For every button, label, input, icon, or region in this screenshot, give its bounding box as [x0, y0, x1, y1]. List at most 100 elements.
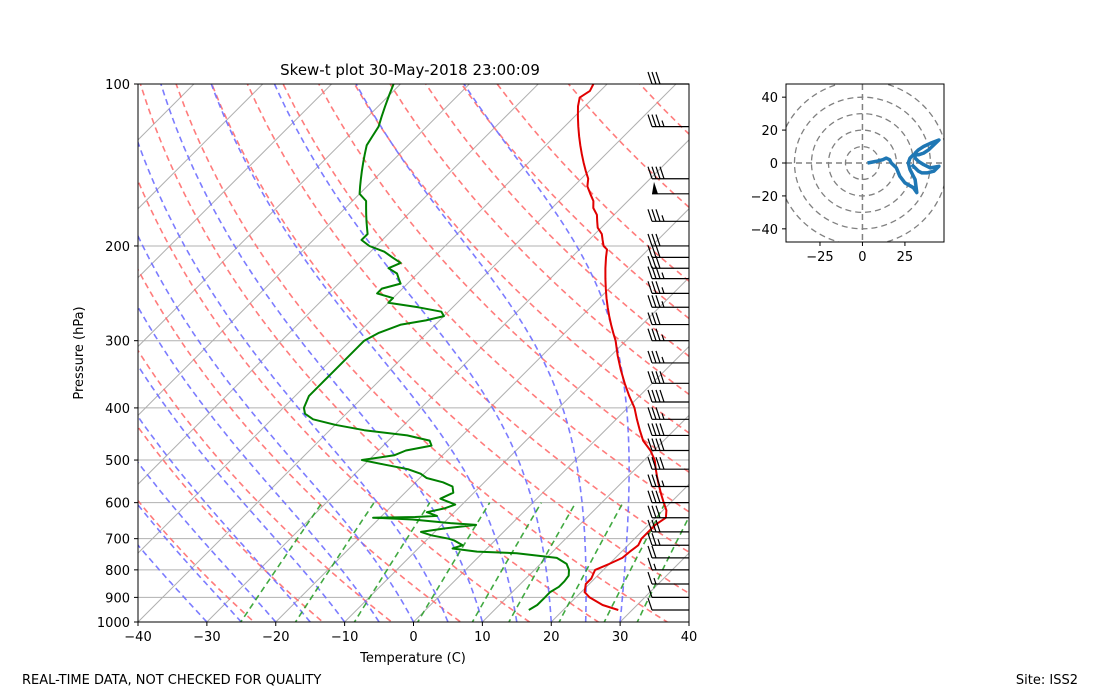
skewt-title: Skew-t plot 30-May-2018 23:00:09	[280, 61, 540, 79]
wind-barb-feather	[655, 457, 661, 470]
dewpoint-profile-line	[302, 84, 570, 611]
wind-barb-feather	[655, 245, 661, 258]
y-tick-label: 200	[105, 240, 130, 255]
y-tick-label: 800	[105, 564, 130, 579]
moist-adiabat	[355, 84, 587, 622]
wind-barb	[647, 519, 689, 533]
dry-adiabat	[246, 84, 689, 554]
wind-barb	[647, 312, 689, 326]
isotherm-line	[138, 84, 539, 485]
wind-barb	[647, 256, 689, 269]
isotherm-line	[138, 84, 333, 279]
hodograph: −25 0 25 −40 −20 0 20 40	[751, 83, 945, 265]
dry-adiabat	[496, 84, 689, 283]
wind-barb-feather	[651, 256, 657, 269]
wind-barb-half-feather	[653, 563, 657, 571]
wind-barb-feather	[647, 114, 653, 127]
isotherm-line	[138, 84, 677, 622]
dry-adiabat	[353, 84, 689, 434]
skewt-x-label: Temperature (C)	[359, 651, 466, 666]
wind-barb	[647, 505, 689, 519]
wind-barb-feather	[651, 209, 657, 222]
isotherm-line	[206, 139, 689, 622]
wind-barb-feather	[659, 166, 665, 179]
wind-barb-half-feather	[661, 215, 665, 222]
wind-barb-feather	[655, 114, 661, 127]
wind-barb-feather	[655, 295, 661, 308]
wind-barb-feather	[651, 166, 657, 179]
dry-adiabat	[282, 84, 689, 513]
wind-barb-feather	[647, 295, 653, 308]
wind-barb-feather	[651, 519, 657, 533]
temperature-profile-line	[576, 84, 668, 611]
wind-barb-feather	[659, 371, 665, 384]
mixing-ratio-line	[416, 502, 491, 622]
wind-barb-feather	[655, 474, 661, 487]
moist-adiabat	[138, 415, 311, 622]
wind-barb-pennant	[652, 181, 658, 194]
wind-barb-feather	[651, 389, 657, 403]
wind-barb-feather	[647, 209, 653, 222]
wind-barb-feather	[647, 281, 653, 294]
wind-barb-feather	[651, 114, 657, 127]
wind-barb-feather	[655, 423, 661, 436]
x-tick-label: −10	[331, 630, 358, 645]
wind-barb-feather	[647, 407, 653, 420]
mixing-ratio-line	[507, 502, 577, 622]
skewt-frame	[137, 83, 690, 623]
moist-adiabat	[210, 84, 518, 622]
wind-barb-feather	[659, 457, 665, 470]
wind-barbs	[647, 71, 689, 611]
isotherm-line	[138, 84, 402, 348]
dry-adiabat	[138, 349, 394, 622]
isotherm-line	[138, 84, 195, 141]
skewt-x-axis: −40 −30 −20 −10 0 10 20 30 40	[124, 622, 697, 645]
y-tick-label: 400	[105, 402, 130, 417]
wind-barb-feather	[655, 519, 661, 533]
isotherm-line	[688, 621, 689, 622]
hodo-x-tick-label: 25	[897, 250, 914, 265]
wind-barb	[647, 350, 689, 364]
dry-adiabat	[425, 84, 689, 358]
wind-barb-feather	[651, 312, 657, 325]
hodograph-trace	[867, 138, 941, 195]
x-tick-label: −30	[193, 630, 220, 645]
wind-barb-half-feather	[661, 301, 665, 308]
wind-barb-feather	[647, 328, 653, 341]
y-tick-label: 100	[105, 78, 130, 93]
wind-barb-feather	[655, 389, 661, 403]
wind-barb-feather	[647, 571, 653, 585]
wind-barb-feather	[651, 457, 657, 470]
wind-barb-feather	[647, 457, 653, 470]
wind-barb-feather	[655, 71, 661, 85]
wind-barb	[647, 597, 689, 611]
x-tick-label: −40	[124, 630, 151, 645]
isotherm-line	[0, 72, 68, 633]
wind-barb-feather	[647, 245, 653, 258]
dry-adiabat	[138, 425, 325, 622]
site-label: Site: ISS2	[1015, 673, 1078, 688]
wind-barb-feather	[655, 350, 661, 364]
wind-barb-feather	[655, 438, 661, 451]
mixing-ratio-line	[294, 502, 375, 622]
wind-barb	[647, 389, 689, 403]
wind-barb	[647, 295, 689, 308]
wind-barb-feather	[647, 266, 653, 279]
hodograph-wind-trace	[867, 138, 941, 195]
wind-barb-feather	[651, 423, 657, 436]
wind-barb-feather	[659, 389, 665, 403]
wind-barb-feather	[647, 371, 653, 384]
skewt-y-axis: 1000 900 800 700 600 500 400 300 200 100	[97, 78, 138, 631]
moist-adiabat	[273, 84, 553, 622]
x-tick-label: 20	[543, 630, 560, 645]
wind-barb-feather	[647, 350, 653, 364]
hodo-y-tick-label: 40	[761, 91, 778, 106]
wind-barb	[647, 281, 689, 294]
wind-barb-feather	[647, 519, 653, 533]
wind-barb-feather	[659, 423, 665, 436]
moist-adiabat	[138, 234, 415, 622]
wind-barb-feather	[655, 407, 661, 420]
mixing-ratio-line	[636, 515, 689, 622]
wind-barb	[647, 533, 689, 546]
